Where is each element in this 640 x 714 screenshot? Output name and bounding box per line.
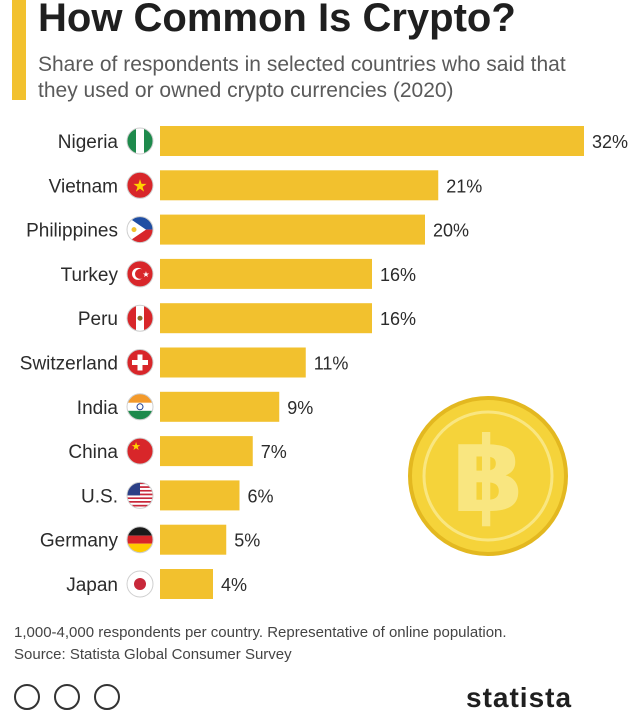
data-label-peru: 16%: [380, 309, 416, 329]
us-flag-icon: [126, 481, 154, 509]
data-label-india: 9%: [287, 398, 313, 418]
category-label-vietnam: Vietnam: [49, 176, 118, 197]
bar-turkey: [160, 258, 372, 289]
footnote-note: 1,000-4,000 respondents per country. Rep…: [14, 624, 507, 641]
data-label-turkey: 16%: [380, 265, 416, 285]
turkey-flag-icon: ★: [126, 260, 154, 288]
data-label-vietnam: 21%: [446, 176, 482, 196]
philippines-flag-icon: [126, 216, 154, 244]
data-label-japan: 4%: [221, 575, 247, 595]
data-label-u-s: 6%: [248, 486, 274, 506]
svg-text:★: ★: [132, 176, 147, 195]
footnote: 1,000-4,000 respondents per country. Rep…: [14, 622, 507, 666]
category-label-germany: Germany: [40, 531, 119, 552]
bar-peru: [160, 303, 372, 334]
statista-logo[interactable]: statista: [466, 682, 573, 713]
coin-bitcoin-icon: ฿: [408, 396, 568, 556]
vietnam-flag-icon: ★: [126, 171, 154, 199]
data-label-philippines: 20%: [433, 221, 469, 241]
bar-philippines: [160, 214, 425, 245]
germany-flag-icon: [126, 526, 154, 554]
title-accent-bar: [12, 0, 26, 100]
category-label-turkey: Turkey: [61, 265, 119, 286]
category-label-india: India: [77, 398, 119, 419]
japan-flag-icon: [126, 570, 154, 598]
chart-title: How Common Is Crypto?: [38, 0, 516, 40]
bar-chart: ฿ Nigeria 32% Vietnam ★ 21% Philippines 20% Tur…: [20, 126, 628, 599]
data-label-china: 7%: [261, 442, 287, 462]
bar-germany: [160, 524, 227, 555]
chart-subtitle: Share of respondents in selected countri…: [38, 53, 566, 102]
bar-u-s: [160, 480, 240, 511]
bar-china: [160, 436, 253, 467]
category-label-switzerland: Switzerland: [20, 354, 118, 375]
data-label-germany: 5%: [234, 531, 260, 551]
india-flag-icon: [126, 393, 154, 421]
svg-text:★: ★: [131, 441, 141, 453]
bar-switzerland: [160, 347, 306, 378]
category-label-china: China: [68, 442, 118, 463]
bar-vietnam: [160, 170, 439, 201]
nigeria-flag-icon: [126, 127, 154, 155]
category-label-peru: Peru: [78, 309, 118, 330]
china-flag-icon: ★: [126, 437, 154, 465]
bar-japan: [160, 569, 213, 599]
attribution-icon[interactable]: [54, 684, 80, 710]
category-label-nigeria: Nigeria: [58, 132, 119, 153]
equals-icon[interactable]: [94, 684, 120, 710]
category-label-japan: Japan: [66, 575, 118, 596]
data-label-switzerland: 11%: [314, 354, 349, 374]
footnote-source: Source: Statista Global Consumer Survey: [14, 646, 292, 663]
category-label-u-s: U.S.: [81, 486, 118, 507]
data-label-nigeria: 32%: [592, 132, 628, 152]
bar-india: [160, 391, 280, 422]
peru-flag-icon: [126, 304, 154, 332]
category-label-philippines: Philippines: [26, 221, 118, 242]
switzerland-flag-icon: [126, 349, 154, 376]
svg-text:★: ★: [142, 270, 149, 279]
svg-text:฿: ฿: [452, 414, 524, 536]
cc-license-icon[interactable]: [14, 684, 40, 710]
bar-nigeria: [160, 126, 584, 156]
